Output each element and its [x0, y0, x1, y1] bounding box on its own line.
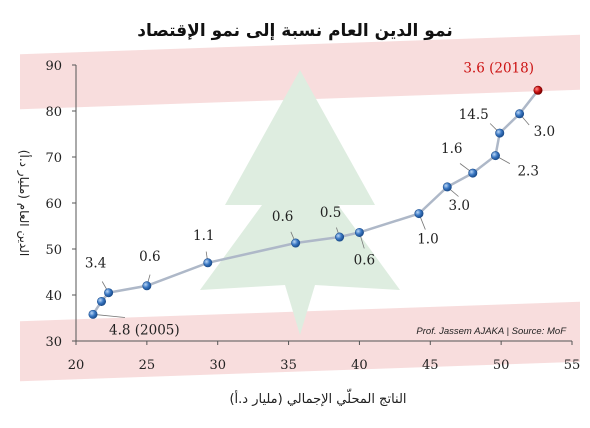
- y-tick-label: 80: [45, 105, 62, 120]
- data-point-highlight: [533, 85, 543, 95]
- y-tick-label: 40: [45, 289, 62, 304]
- data-point: [97, 296, 107, 306]
- ticks: 20 25 30 35 40 45 50 55 30 40 50 60 70 80 90: [45, 59, 580, 373]
- annotations: 4.8 (2005) 3.4 0.6 1.1 0.6 0.5 0.6 1.0 3.0 1.6 2.3…: [85, 60, 555, 338]
- data-point: [104, 288, 114, 298]
- x-tick-label: 50: [493, 358, 510, 373]
- annotation-label: 3.0: [449, 198, 470, 214]
- x-tick-label: 35: [280, 358, 297, 373]
- data-point: [354, 227, 364, 237]
- annotation-label: 0.6: [139, 249, 160, 265]
- data-point: [490, 151, 500, 161]
- data-point: [142, 281, 152, 291]
- annotation-label: 2.3: [517, 164, 538, 180]
- annotation-label: 0.5: [320, 205, 341, 221]
- title-group: نمو الدين العام نسبة إلى نمو الإقتصاد: [137, 21, 453, 41]
- annotation-label: 1.0: [417, 232, 438, 248]
- x-tick-label: 30: [209, 358, 226, 373]
- x-tick-label: 25: [139, 358, 156, 373]
- annotation-label: 3.4: [85, 256, 106, 272]
- background-flag: [20, 34, 580, 382]
- x-tick-label: 20: [68, 358, 85, 373]
- annotation-label: 1.6: [441, 141, 462, 157]
- y-tick-label: 50: [45, 243, 62, 258]
- source-credit: Prof. Jassem AJAKA | Source: MoF: [416, 326, 567, 337]
- x-tick-label: 45: [422, 358, 439, 373]
- chart-title: نمو الدين العام نسبة إلى نمو الإقتصاد: [137, 21, 453, 41]
- data-point: [515, 109, 525, 119]
- y-axis-label: الدين العام (مليار د.أ): [16, 150, 32, 256]
- annotation-label: 14.5: [459, 107, 489, 123]
- annotation-label: 1.1: [193, 228, 214, 244]
- annotation-label: 3.0: [534, 124, 555, 140]
- data-point: [335, 232, 345, 242]
- data-points: [88, 85, 543, 319]
- annotation-label: 0.6: [272, 209, 293, 225]
- y-tick-label: 30: [45, 335, 62, 350]
- data-point: [291, 238, 301, 248]
- y-tick-label: 90: [45, 59, 62, 74]
- y-tick-label: 70: [45, 151, 62, 166]
- data-point: [88, 309, 98, 319]
- data-point: [468, 168, 478, 178]
- annotation-leader: [92, 313, 126, 318]
- x-tick-label: 55: [564, 358, 581, 373]
- y-tick-label: 60: [45, 197, 62, 212]
- data-point: [495, 128, 505, 138]
- x-axis-label: الناتج المحلّي الإجمالي (مليار د.أ): [229, 388, 406, 407]
- annotation-label: 4.8 (2005): [109, 322, 180, 338]
- annotation-label-highlight: 3.6 (2018): [463, 60, 534, 76]
- data-point: [442, 182, 452, 192]
- data-point: [414, 209, 424, 219]
- annotation-label: 0.6: [354, 252, 375, 268]
- data-point: [203, 258, 213, 268]
- x-tick-label: 40: [351, 358, 368, 373]
